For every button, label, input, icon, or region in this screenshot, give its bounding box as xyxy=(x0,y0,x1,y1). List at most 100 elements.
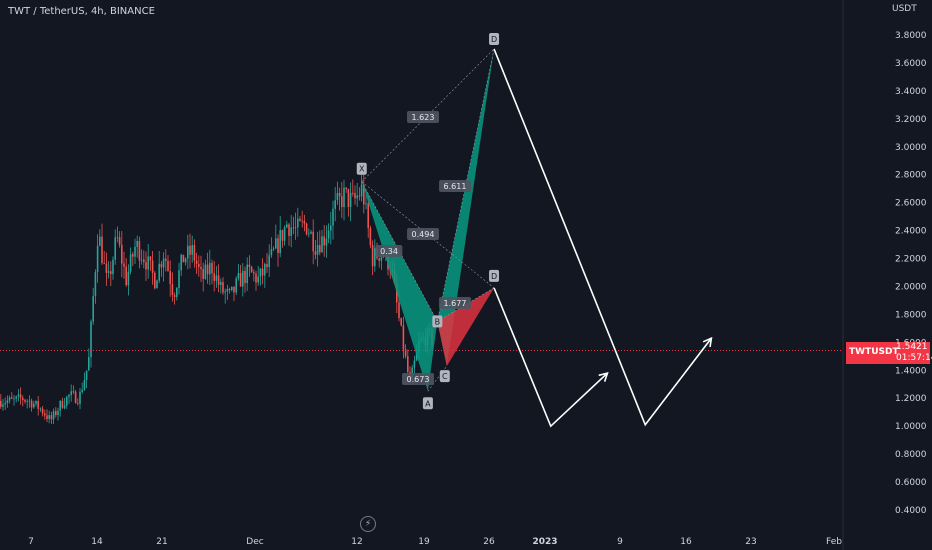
candle xyxy=(30,398,33,412)
candle xyxy=(114,229,116,265)
candle xyxy=(116,226,119,243)
x-tick-label: 26 xyxy=(483,537,495,547)
y-tick-label: 2.6000 xyxy=(895,199,927,209)
candle xyxy=(129,247,132,275)
candle xyxy=(101,223,103,265)
candle xyxy=(79,388,81,410)
x-tick-label: 23 xyxy=(745,537,756,547)
candle xyxy=(343,179,345,221)
candle xyxy=(193,239,196,268)
candle xyxy=(198,255,200,277)
x-tick-label: 19 xyxy=(418,537,430,547)
candle xyxy=(204,259,207,280)
candle xyxy=(314,240,317,260)
candle xyxy=(160,261,163,277)
candle xyxy=(145,251,147,281)
candle xyxy=(13,395,15,406)
candle xyxy=(178,262,180,295)
price-axis[interactable]: 0.40000.60000.80001.00001.20001.40001.60… xyxy=(895,31,927,516)
harmonic-patterns-layer[interactable]: 0.34 0.673 6.611 1.623 0.494 1.677 X A B C D D xyxy=(356,32,500,410)
projection-path xyxy=(493,287,608,428)
candle xyxy=(74,389,77,404)
y-tick-label: 3.4000 xyxy=(895,87,927,97)
candle xyxy=(140,249,143,265)
y-tick-label: 3.8000 xyxy=(895,31,927,41)
candle xyxy=(211,259,213,285)
point-label-c: C xyxy=(439,370,450,383)
projection-short[interactable] xyxy=(493,287,609,428)
candle xyxy=(259,267,262,286)
candle xyxy=(233,286,235,302)
point-label-d: D xyxy=(489,32,500,45)
candle xyxy=(0,394,2,409)
candle xyxy=(182,254,185,263)
candle xyxy=(345,187,347,193)
candle xyxy=(264,262,266,288)
candle xyxy=(61,397,64,409)
x-tick-label: 21 xyxy=(156,537,167,547)
candle xyxy=(143,250,145,269)
candle xyxy=(220,278,222,294)
candle xyxy=(268,244,270,278)
candle xyxy=(369,225,372,249)
candle xyxy=(24,398,26,404)
candle xyxy=(250,265,253,273)
candle xyxy=(81,382,83,394)
ratio-label: 1.677 xyxy=(439,297,471,309)
candle xyxy=(266,252,268,273)
candle xyxy=(316,231,319,267)
candle xyxy=(371,240,374,276)
y-tick-label: 2.2000 xyxy=(895,255,927,265)
candle xyxy=(132,251,134,266)
candle xyxy=(215,266,218,288)
candle xyxy=(68,393,70,404)
y-tick-label: 1.0000 xyxy=(895,422,927,432)
candle xyxy=(15,395,17,403)
candle xyxy=(70,384,72,402)
candle xyxy=(57,407,59,421)
candle xyxy=(338,187,341,211)
svg-text:X: X xyxy=(359,165,365,174)
arrow-head-icon xyxy=(702,336,713,348)
candle xyxy=(217,264,220,293)
candle xyxy=(239,264,242,287)
candle xyxy=(292,216,295,235)
time-axis[interactable]: 7 14 21 Dec 12 19 26 2023 9 16 23 Feb xyxy=(28,537,842,547)
ratio-line xyxy=(361,181,438,322)
candle xyxy=(2,398,4,411)
candle xyxy=(354,185,356,205)
candle xyxy=(222,277,224,295)
candle xyxy=(127,264,130,296)
candle xyxy=(41,406,44,417)
projection-lines-layer[interactable] xyxy=(493,48,713,428)
candle xyxy=(365,194,367,210)
candle xyxy=(246,257,248,291)
harmonic-pattern-2[interactable] xyxy=(361,181,495,392)
candle xyxy=(50,411,53,424)
ratio-label: 0.34 xyxy=(375,245,403,257)
candle xyxy=(336,181,339,205)
candle xyxy=(37,396,39,416)
candle xyxy=(209,249,211,285)
candle xyxy=(63,398,66,410)
arrow-head-icon xyxy=(598,371,609,382)
lightning-icon[interactable]: ⚡ xyxy=(360,516,376,532)
candle xyxy=(374,239,376,272)
candle xyxy=(162,252,165,282)
candle xyxy=(244,266,246,293)
y-tick-label: 3.2000 xyxy=(895,115,927,125)
projection-long[interactable] xyxy=(493,48,713,427)
y-tick-label: 2.4000 xyxy=(895,227,927,237)
current-price-tag: TWTUSDT 1.5421 01:57:14 xyxy=(846,342,932,364)
candle xyxy=(290,215,292,248)
candle xyxy=(349,182,352,222)
x-tick-label: 12 xyxy=(351,537,362,547)
candle xyxy=(242,263,244,297)
candle xyxy=(332,200,334,240)
candle xyxy=(72,385,75,394)
candle xyxy=(33,400,35,409)
candle xyxy=(189,233,191,269)
candle xyxy=(125,258,127,287)
candle xyxy=(272,246,275,252)
